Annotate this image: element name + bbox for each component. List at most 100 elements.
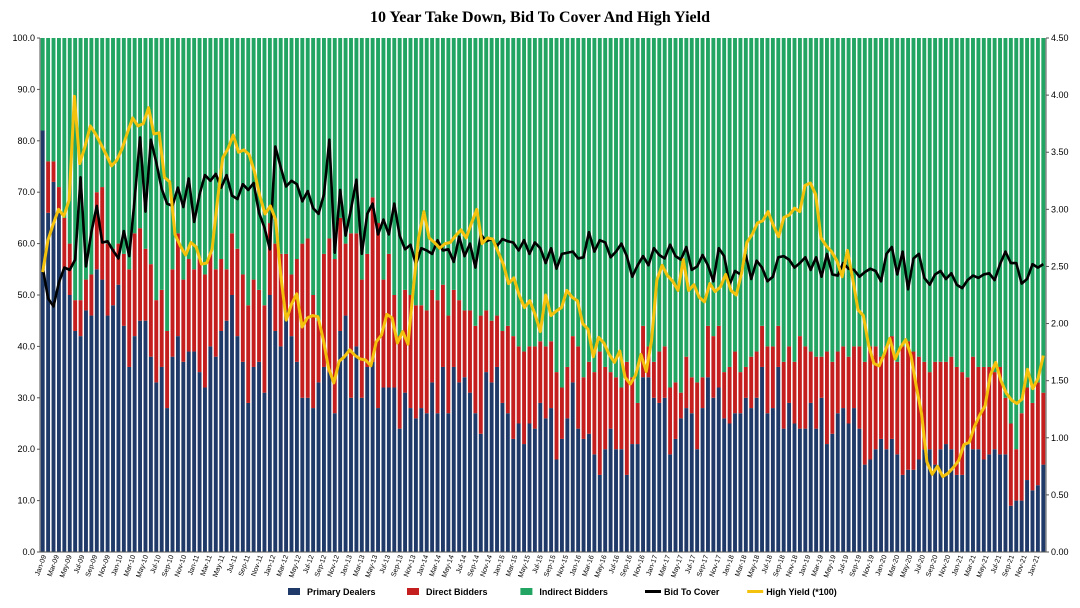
- bar-direct-bidders-119: [684, 356, 689, 409]
- bar-primary-dealers-88: [516, 423, 521, 552]
- bar-primary-dealers-183: [1030, 490, 1035, 552]
- bar-indirect-bidders-153: [868, 38, 873, 347]
- bar-direct-bidders-8: [84, 279, 88, 311]
- bar-primary-dealers-70: [419, 408, 424, 552]
- bar-primary-dealers-66: [397, 428, 402, 552]
- bar-indirect-bidders-139: [792, 38, 797, 362]
- bar-primary-dealers-75: [446, 413, 451, 552]
- x-tick-label-61: Mar-19: [811, 554, 825, 577]
- bar-indirect-bidders-110: [635, 38, 640, 403]
- left-tick-label-2: 20.0: [17, 444, 35, 454]
- bar-direct-bidders-59: [359, 279, 364, 398]
- bar-primary-dealers-150: [852, 408, 856, 552]
- x-tick-label-3: Jul-09: [73, 554, 86, 574]
- bar-primary-dealers-148: [841, 408, 846, 552]
- bar-indirect-bidders-133: [760, 38, 764, 326]
- bar-indirect-bidders-154: [873, 38, 878, 347]
- x-tick-label-15: Jul-11: [226, 554, 239, 574]
- bar-indirect-bidders-122: [700, 38, 705, 378]
- bar-primary-dealers-37: [240, 361, 245, 552]
- bar-indirect-bidders-39: [251, 38, 256, 280]
- bar-indirect-bidders-93: [543, 38, 548, 347]
- bar-direct-bidders-23: [165, 330, 170, 409]
- legend-label-indirect-bidders: Indirect Bidders: [539, 587, 608, 597]
- bar-direct-bidders-130: [743, 366, 748, 398]
- bar-indirect-bidders-107: [619, 38, 624, 388]
- bar-direct-bidders-42: [267, 223, 272, 295]
- x-tick-label-32: May-14: [441, 554, 456, 578]
- bar-primary-dealers-95: [554, 459, 559, 552]
- bar-indirect-bidders-47: [294, 38, 299, 260]
- bar-indirect-bidders-43: [273, 38, 278, 244]
- bar-direct-bidders-40: [257, 289, 261, 362]
- bar-primary-dealers-4: [62, 269, 67, 552]
- bar-indirect-bidders-67: [403, 38, 408, 290]
- bar-primary-dealers-124: [711, 397, 716, 552]
- bar-indirect-bidders-40: [257, 38, 261, 290]
- bar-primary-dealers-49: [305, 397, 310, 552]
- x-tick-label-66: Jan-20: [875, 554, 889, 577]
- bar-indirect-bidders-85: [500, 38, 505, 331]
- bar-direct-bidders-63: [381, 279, 386, 388]
- bar-primary-dealers-176: [992, 449, 997, 552]
- x-tick-label-62: May-19: [823, 554, 838, 578]
- bar-primary-dealers-97: [565, 418, 570, 552]
- bar-direct-bidders-61: [370, 197, 375, 362]
- bar-direct-bidders-55: [338, 217, 343, 331]
- bar-direct-bidders-89: [522, 351, 527, 445]
- bar-indirect-bidders-27: [186, 38, 191, 260]
- bar-primary-dealers-9: [89, 315, 94, 552]
- bar-primary-dealers-48: [300, 397, 305, 552]
- bar-indirect-bidders-151: [857, 38, 862, 347]
- bar-direct-bidders-39: [251, 279, 256, 367]
- left-tick-label-7: 70.0: [17, 187, 35, 197]
- bar-direct-bidders-25: [175, 233, 180, 337]
- x-tick-label-36: Jan-15: [493, 554, 507, 577]
- bar-primary-dealers-117: [673, 438, 678, 552]
- bar-indirect-bidders-86: [505, 38, 510, 326]
- x-tick-label-26: May-13: [365, 554, 380, 578]
- bar-direct-bidders-22: [159, 289, 164, 367]
- x-tick-label-30: Jan-14: [416, 554, 430, 577]
- bar-direct-bidders-1: [46, 161, 51, 213]
- line-high-yield-100-: [41, 94, 1045, 479]
- bar-primary-dealers-152: [862, 464, 867, 552]
- x-tick-label-78: Jan-21: [1028, 554, 1042, 577]
- bar-indirect-bidders-159: [900, 38, 905, 347]
- bar-primary-dealers-44: [278, 346, 283, 552]
- bar-primary-dealers-136: [776, 366, 781, 552]
- right-tick-label-4: 2.00: [1051, 319, 1069, 329]
- left-tick-label-0: 0.0: [22, 547, 35, 557]
- bar-primary-dealers-177: [998, 454, 1002, 552]
- bar-indirect-bidders-52: [322, 38, 326, 254]
- left-tick-label-4: 40.0: [17, 341, 35, 351]
- bar-indirect-bidders-118: [678, 38, 683, 393]
- bar-primary-dealers-144: [819, 397, 824, 552]
- bar-direct-bidders-35: [230, 233, 234, 295]
- bar-direct-bidders-146: [830, 361, 835, 434]
- bar-primary-dealers-122: [700, 408, 705, 552]
- x-tick-label-31: Mar-14: [429, 554, 443, 577]
- bar-primary-dealers-22: [159, 366, 164, 552]
- x-tick-label-6: Jan-10: [111, 554, 125, 577]
- bar-primary-dealers-184: [1035, 485, 1040, 552]
- bar-direct-bidders-135: [770, 346, 775, 409]
- bar-indirect-bidders-66: [397, 38, 402, 337]
- bar-indirect-bidders-58: [354, 38, 359, 234]
- x-tick-label-57: Jul-18: [761, 554, 774, 574]
- bar-indirect-bidders-87: [511, 38, 516, 337]
- bar-direct-bidders-150: [852, 346, 856, 409]
- bar-direct-bidders-185: [1041, 392, 1046, 465]
- bar-indirect-bidders-161: [911, 38, 916, 352]
- bar-indirect-bidders-149: [846, 38, 851, 357]
- bar-primary-dealers-164: [927, 449, 932, 552]
- bar-indirect-bidders-90: [527, 38, 532, 347]
- bar-indirect-bidders-169: [954, 38, 959, 367]
- bar-primary-dealers-108: [624, 474, 629, 552]
- bar-primary-dealers-91: [532, 428, 537, 552]
- bar-primary-dealers-145: [825, 444, 829, 552]
- bar-primary-dealers-101: [587, 433, 591, 552]
- bar-direct-bidders-68: [408, 295, 413, 409]
- bar-primary-dealers-99: [576, 428, 581, 552]
